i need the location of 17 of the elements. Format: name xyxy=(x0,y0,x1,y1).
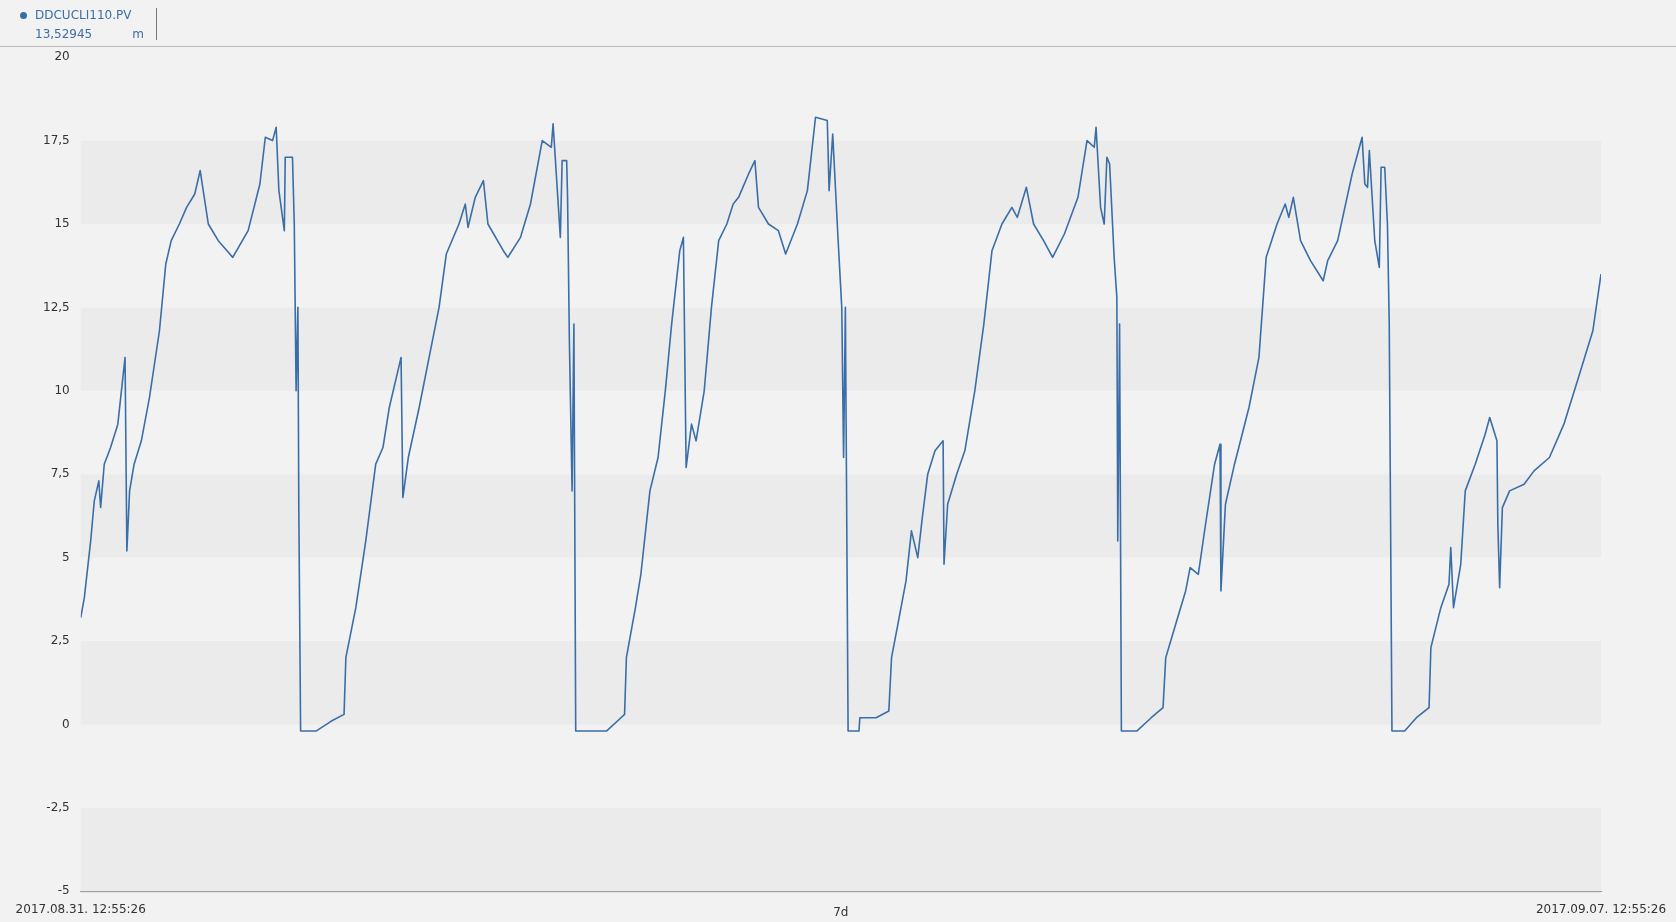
y-tick-label: 12,5 xyxy=(43,299,70,314)
text: 13,52945 xyxy=(35,27,93,41)
y-tick-label: -2,5 xyxy=(46,799,70,814)
y-tick-label: 20 xyxy=(54,49,70,64)
y-tick-label: 0 xyxy=(62,716,70,731)
text: m xyxy=(132,27,144,41)
x-tick-label: 2017.09.07. 12:55:26 xyxy=(1535,901,1667,916)
y-tick-label: 2,5 xyxy=(50,633,70,648)
x-axis-title: 7d xyxy=(833,904,849,919)
x-tick-label: 2017.08.31. 12:55:26 xyxy=(15,901,146,916)
y-tick-label: 7,5 xyxy=(50,466,70,481)
y-tick-label: 5 xyxy=(62,549,70,564)
legend-label: DDCUCLI110.PV xyxy=(35,8,133,22)
y-tick-label: 10 xyxy=(54,382,70,397)
y-tick-label: 17,5 xyxy=(43,132,70,147)
y-tick-label: -5 xyxy=(57,883,70,898)
y-tick-label: 15 xyxy=(54,216,70,231)
